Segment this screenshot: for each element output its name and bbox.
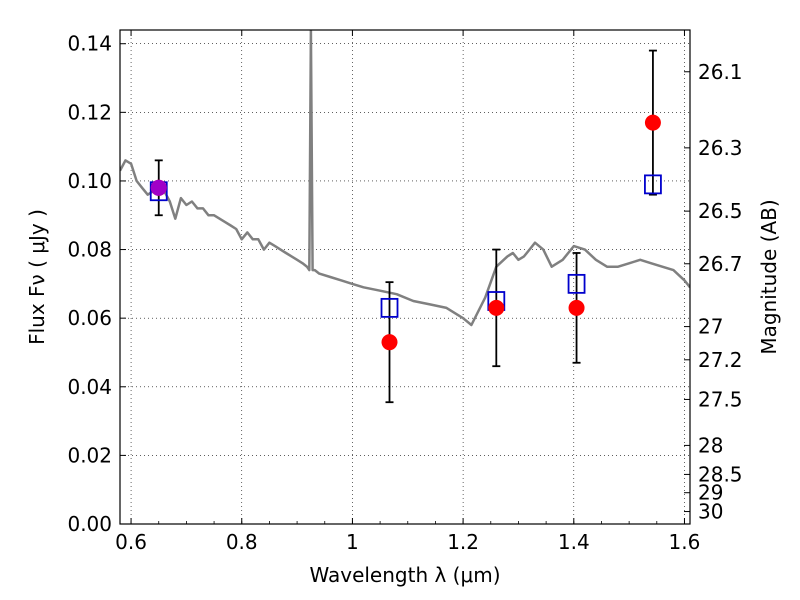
y-tick-label: 0.06 bbox=[67, 306, 112, 330]
mag-tick-label: 28.5 bbox=[698, 462, 743, 486]
model-square-point bbox=[644, 174, 662, 195]
y-tick-label: 0.12 bbox=[67, 100, 112, 124]
mag-tick-label: 27 bbox=[698, 315, 723, 339]
model-square-point bbox=[380, 297, 399, 318]
observed-flux-point bbox=[381, 334, 398, 351]
x-tick-label: 1.2 bbox=[447, 530, 479, 554]
model-spectrum bbox=[120, 30, 690, 327]
ticks: 0.6 0.8 1 1.2 1.4 1.6 0.00 0.02 0.04 0.06 0.08 0.10… bbox=[67, 30, 743, 554]
y-axis-label: Flux Fν ( μJy ) bbox=[25, 209, 49, 345]
plot-frame bbox=[119, 29, 691, 525]
mag-tick-label: 26.5 bbox=[698, 199, 743, 223]
data-markers bbox=[149, 114, 662, 351]
model-square-point bbox=[567, 273, 586, 294]
y2-axis-label: Magnitude (AB) bbox=[757, 199, 781, 354]
mag-tick-label: 27.5 bbox=[698, 387, 743, 411]
x-tick-label: 0.8 bbox=[226, 530, 258, 554]
mag-tick-label: 27.2 bbox=[698, 348, 743, 372]
mag-tick-label: 26.7 bbox=[698, 252, 743, 276]
observed-flux-point bbox=[644, 114, 661, 131]
mag-tick-label: 26.3 bbox=[698, 136, 743, 160]
mag-tick-label: 29 bbox=[698, 481, 723, 505]
x-axis-label: Wavelength λ (μm) bbox=[309, 563, 500, 587]
x-tick-label: 1.6 bbox=[669, 530, 701, 554]
y-tick-label: 0.02 bbox=[67, 443, 112, 467]
y-tick-label: 0.14 bbox=[67, 32, 112, 56]
x-tick-label: 0.6 bbox=[115, 530, 147, 554]
y-tick-label: 0.08 bbox=[67, 238, 112, 262]
spectrum-line bbox=[120, 30, 690, 327]
reference-flux-point bbox=[150, 179, 167, 196]
mag-tick-label: 28 bbox=[698, 433, 723, 457]
mag-tick-label: 26.1 bbox=[698, 60, 743, 84]
x-tick-label: 1 bbox=[346, 530, 359, 554]
observed-flux-point bbox=[568, 299, 585, 316]
y-tick-label: 0.04 bbox=[67, 375, 112, 399]
y-tick-label: 0.00 bbox=[67, 512, 112, 536]
x-tick-label: 1.4 bbox=[558, 530, 590, 554]
y-tick-label: 0.10 bbox=[67, 169, 112, 193]
observed-flux-point bbox=[488, 299, 505, 316]
grid bbox=[120, 30, 690, 525]
mag-tick-label: 30 bbox=[698, 500, 723, 524]
